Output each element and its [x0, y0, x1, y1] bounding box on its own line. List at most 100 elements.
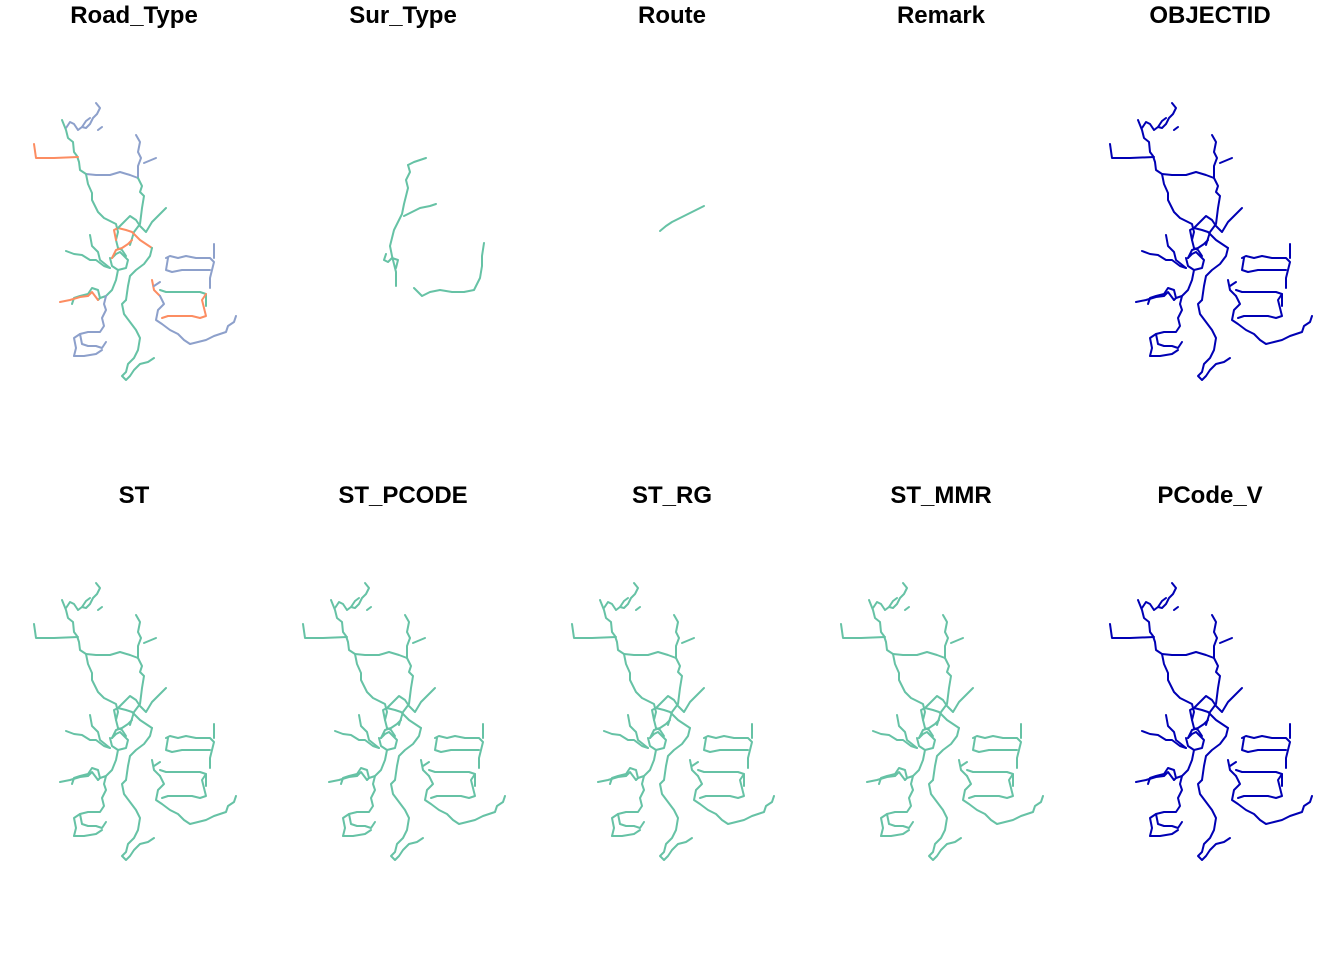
road-segment	[366, 606, 372, 611]
road-segment	[65, 102, 101, 131]
road-segment	[65, 582, 101, 611]
road-segment	[125, 727, 153, 781]
road-segment	[1155, 333, 1183, 349]
road-network-map	[571, 582, 775, 861]
road-segment	[1237, 293, 1283, 319]
road-segment	[135, 134, 142, 179]
road-segment	[383, 253, 399, 269]
road-segment	[382, 707, 422, 729]
road-segment	[623, 653, 657, 729]
road-segment	[659, 779, 693, 861]
road-segment	[129, 177, 145, 246]
road-segment	[659, 205, 705, 232]
road-segment	[111, 239, 133, 259]
road-segment	[85, 651, 139, 659]
road-segment	[73, 775, 107, 837]
road-segment	[1227, 279, 1237, 297]
road-segment	[85, 653, 119, 729]
road-segment	[161, 293, 207, 319]
road-segment	[165, 257, 211, 273]
road-segment	[97, 126, 103, 131]
road-segment	[33, 623, 79, 639]
road-segment	[1161, 651, 1215, 659]
road-segment	[97, 749, 119, 781]
road-segment	[647, 731, 667, 751]
road-segment	[693, 775, 775, 825]
road-segment	[623, 651, 677, 659]
road-segment	[691, 761, 699, 767]
road-segment	[151, 279, 161, 297]
road-segment	[1235, 289, 1283, 307]
road-segment	[1109, 623, 1155, 639]
road-segment	[904, 749, 926, 781]
road-segment	[33, 143, 79, 159]
road-segment	[380, 719, 402, 739]
road-segment	[113, 227, 153, 249]
road-segment	[968, 773, 1014, 799]
road-segment	[348, 813, 376, 829]
road-segment	[398, 657, 414, 726]
road-segment	[1237, 773, 1283, 799]
road-segment	[97, 269, 119, 301]
road-segment	[936, 657, 952, 726]
road-segment	[916, 731, 936, 751]
road-network-map	[807, 40, 1075, 480]
road-segment	[635, 749, 657, 781]
road-segment	[1235, 769, 1283, 787]
road-segment	[571, 623, 617, 639]
road-segment	[1205, 177, 1221, 246]
road-segment	[73, 349, 103, 357]
road-segment	[611, 829, 641, 837]
road-segment	[1135, 771, 1175, 783]
road-segment	[413, 242, 485, 297]
road-segment	[129, 657, 145, 726]
road-segment	[619, 597, 629, 608]
road-segment	[334, 582, 370, 611]
road-segment	[153, 761, 161, 767]
road-segment	[1165, 714, 1187, 749]
road-network-map	[659, 205, 705, 232]
road-segment	[350, 597, 360, 608]
road-segment	[155, 295, 237, 345]
road-segment	[703, 737, 749, 753]
road-segment	[1161, 653, 1195, 729]
road-network-map	[302, 582, 506, 861]
road-segment	[1187, 239, 1209, 259]
road-segment	[334, 730, 380, 749]
road-segment	[1149, 775, 1183, 837]
road-segment	[117, 687, 167, 713]
road-segment	[1241, 255, 1291, 289]
road-segment	[689, 759, 699, 777]
road-segment	[59, 771, 99, 783]
map-panel-st: ST	[0, 480, 268, 960]
road-segment	[389, 164, 411, 287]
road-segment	[61, 119, 87, 175]
panel-title: ST	[118, 482, 150, 509]
road-network-map	[1109, 102, 1313, 381]
road-network-map	[840, 582, 1044, 861]
map-panel-st-pcode: ST_PCODE	[269, 480, 537, 960]
road-segment	[655, 687, 705, 713]
road-segment	[89, 714, 111, 749]
road-segment	[966, 769, 1014, 787]
road-segment	[79, 333, 107, 349]
road-segment	[635, 606, 641, 611]
road-segment	[155, 775, 237, 825]
road-segment	[434, 735, 484, 769]
road-segment	[97, 606, 103, 611]
map-panel-st-rg: ST_RG	[538, 480, 806, 960]
road-segment	[1149, 829, 1179, 837]
panel-title: Sur_Type	[349, 2, 457, 29]
road-segment	[390, 779, 424, 861]
road-segment	[81, 597, 91, 608]
road-segment	[950, 637, 964, 644]
road-segment	[1173, 269, 1195, 301]
road-segment	[1173, 606, 1179, 611]
map-panel-objectid: OBJECTID	[1076, 0, 1344, 480]
panel-title: ST_RG	[631, 482, 712, 509]
road-segment	[404, 614, 411, 659]
road-segment	[880, 829, 910, 837]
road-segment	[430, 773, 476, 799]
road-segment	[159, 289, 207, 307]
road-segment	[111, 719, 133, 739]
